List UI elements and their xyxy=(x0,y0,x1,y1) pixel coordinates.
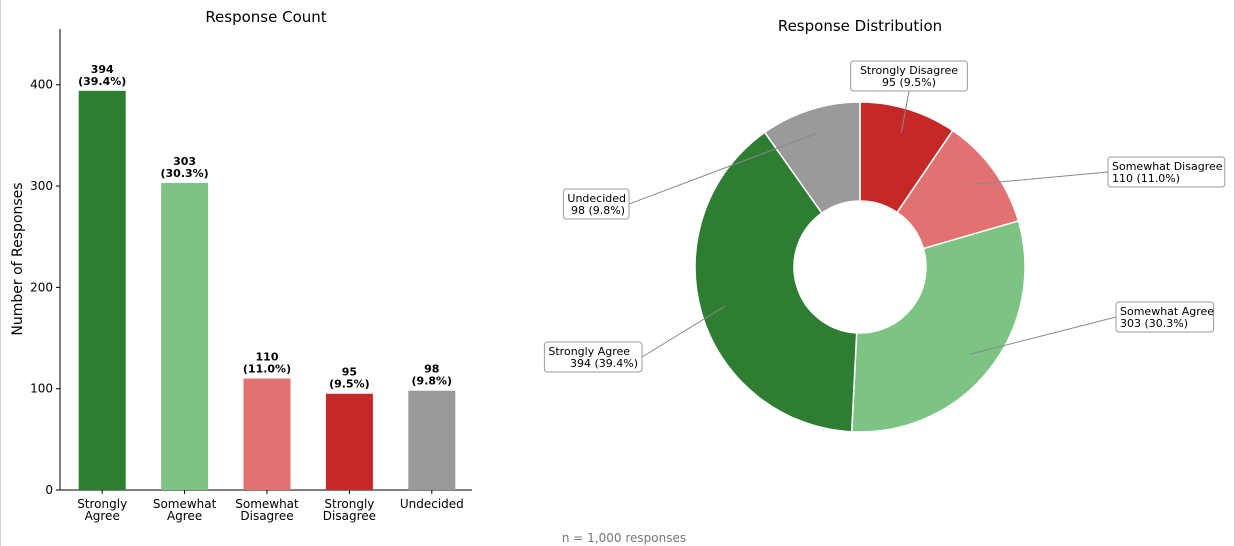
bar-value-label: (9.5%) xyxy=(329,378,370,391)
callout-leader-line xyxy=(973,171,1109,185)
donut-slice xyxy=(763,101,861,215)
x-tick-label: Strongly xyxy=(324,497,374,511)
callout-text: 303 (30.3%) xyxy=(1120,317,1188,330)
bar-value-label: 303 xyxy=(173,155,196,168)
callout-leader-line xyxy=(970,316,1117,355)
y-axis-label: Number of Responses xyxy=(10,182,26,335)
x-tick-label: Somewhat xyxy=(153,497,217,511)
x-tick-label: Agree xyxy=(85,509,120,523)
bar-value-label: 110 xyxy=(256,351,279,364)
x-tick-label: Disagree xyxy=(240,509,293,523)
bar-value-label: 394 xyxy=(91,63,114,76)
callout-text: Undecided xyxy=(567,192,626,205)
donut-slice xyxy=(694,131,858,433)
callout-box xyxy=(1115,301,1215,333)
callout-text: Somewhat Disagree xyxy=(1112,160,1223,173)
bar xyxy=(161,183,209,490)
donut-slice xyxy=(850,220,1026,433)
y-tick-label: 300 xyxy=(30,179,53,193)
bar xyxy=(408,390,456,490)
y-tick-label: 0 xyxy=(45,483,53,497)
bar-marks: 394(39.4%) 303(30.3%) 110(11.0%) 95(9.5%) 98… xyxy=(78,63,456,491)
bar-axes: 0100200300400StronglyAgreeSomewhatAgreeS… xyxy=(30,29,472,523)
bar xyxy=(243,378,291,490)
x-tick-label: Agree xyxy=(167,509,202,523)
bar-value-label: 98 xyxy=(424,363,439,376)
donut-chart: Response Distribution Strongly Disagree9… xyxy=(543,17,1226,433)
bar xyxy=(325,393,373,490)
x-tick-label: Disagree xyxy=(323,509,376,523)
callout-box xyxy=(850,60,968,92)
bar-value-label: (30.3%) xyxy=(160,167,208,180)
donut-slices xyxy=(694,101,1026,433)
callout-text: Somewhat Agree xyxy=(1120,305,1214,318)
callout-box xyxy=(543,341,643,373)
callout-text: 95 (9.5%) xyxy=(882,76,936,89)
y-tick-label: 200 xyxy=(30,280,53,294)
bar-value-label: (9.8%) xyxy=(412,375,453,388)
bar-chart: Response Count Number of Responses 0 100 2… xyxy=(10,8,472,523)
x-tick-label: Undecided xyxy=(400,497,464,511)
bar-value-label: 95 xyxy=(342,366,357,379)
callout-box xyxy=(1107,156,1226,188)
callout-text: 394 (39.4%) xyxy=(570,357,638,370)
callout-leader-line xyxy=(641,305,726,358)
callout-leader-line xyxy=(628,132,818,205)
bar-value-label: (11.0%) xyxy=(243,363,291,376)
bar-value-label: (39.4%) xyxy=(78,75,126,88)
callout-text: Strongly Disagree xyxy=(860,64,958,77)
y-tick-label: 400 xyxy=(30,78,53,92)
bar-chart-title: Response Count xyxy=(205,8,326,26)
callout-text: Strongly Agree xyxy=(548,345,630,358)
callout-text: 110 (11.0%) xyxy=(1112,172,1180,185)
callout-text: 98 (9.8%) xyxy=(571,204,625,217)
donut-chart-title: Response Distribution xyxy=(778,17,942,35)
x-tick-label: Somewhat xyxy=(235,497,299,511)
sample-size-note: n = 1,000 responses xyxy=(562,531,686,545)
y-tick-label: 100 xyxy=(30,382,53,396)
bar xyxy=(78,90,126,491)
callout-box xyxy=(562,188,630,220)
callout-leader-line xyxy=(900,90,910,133)
x-tick-label: Strongly xyxy=(77,497,127,511)
